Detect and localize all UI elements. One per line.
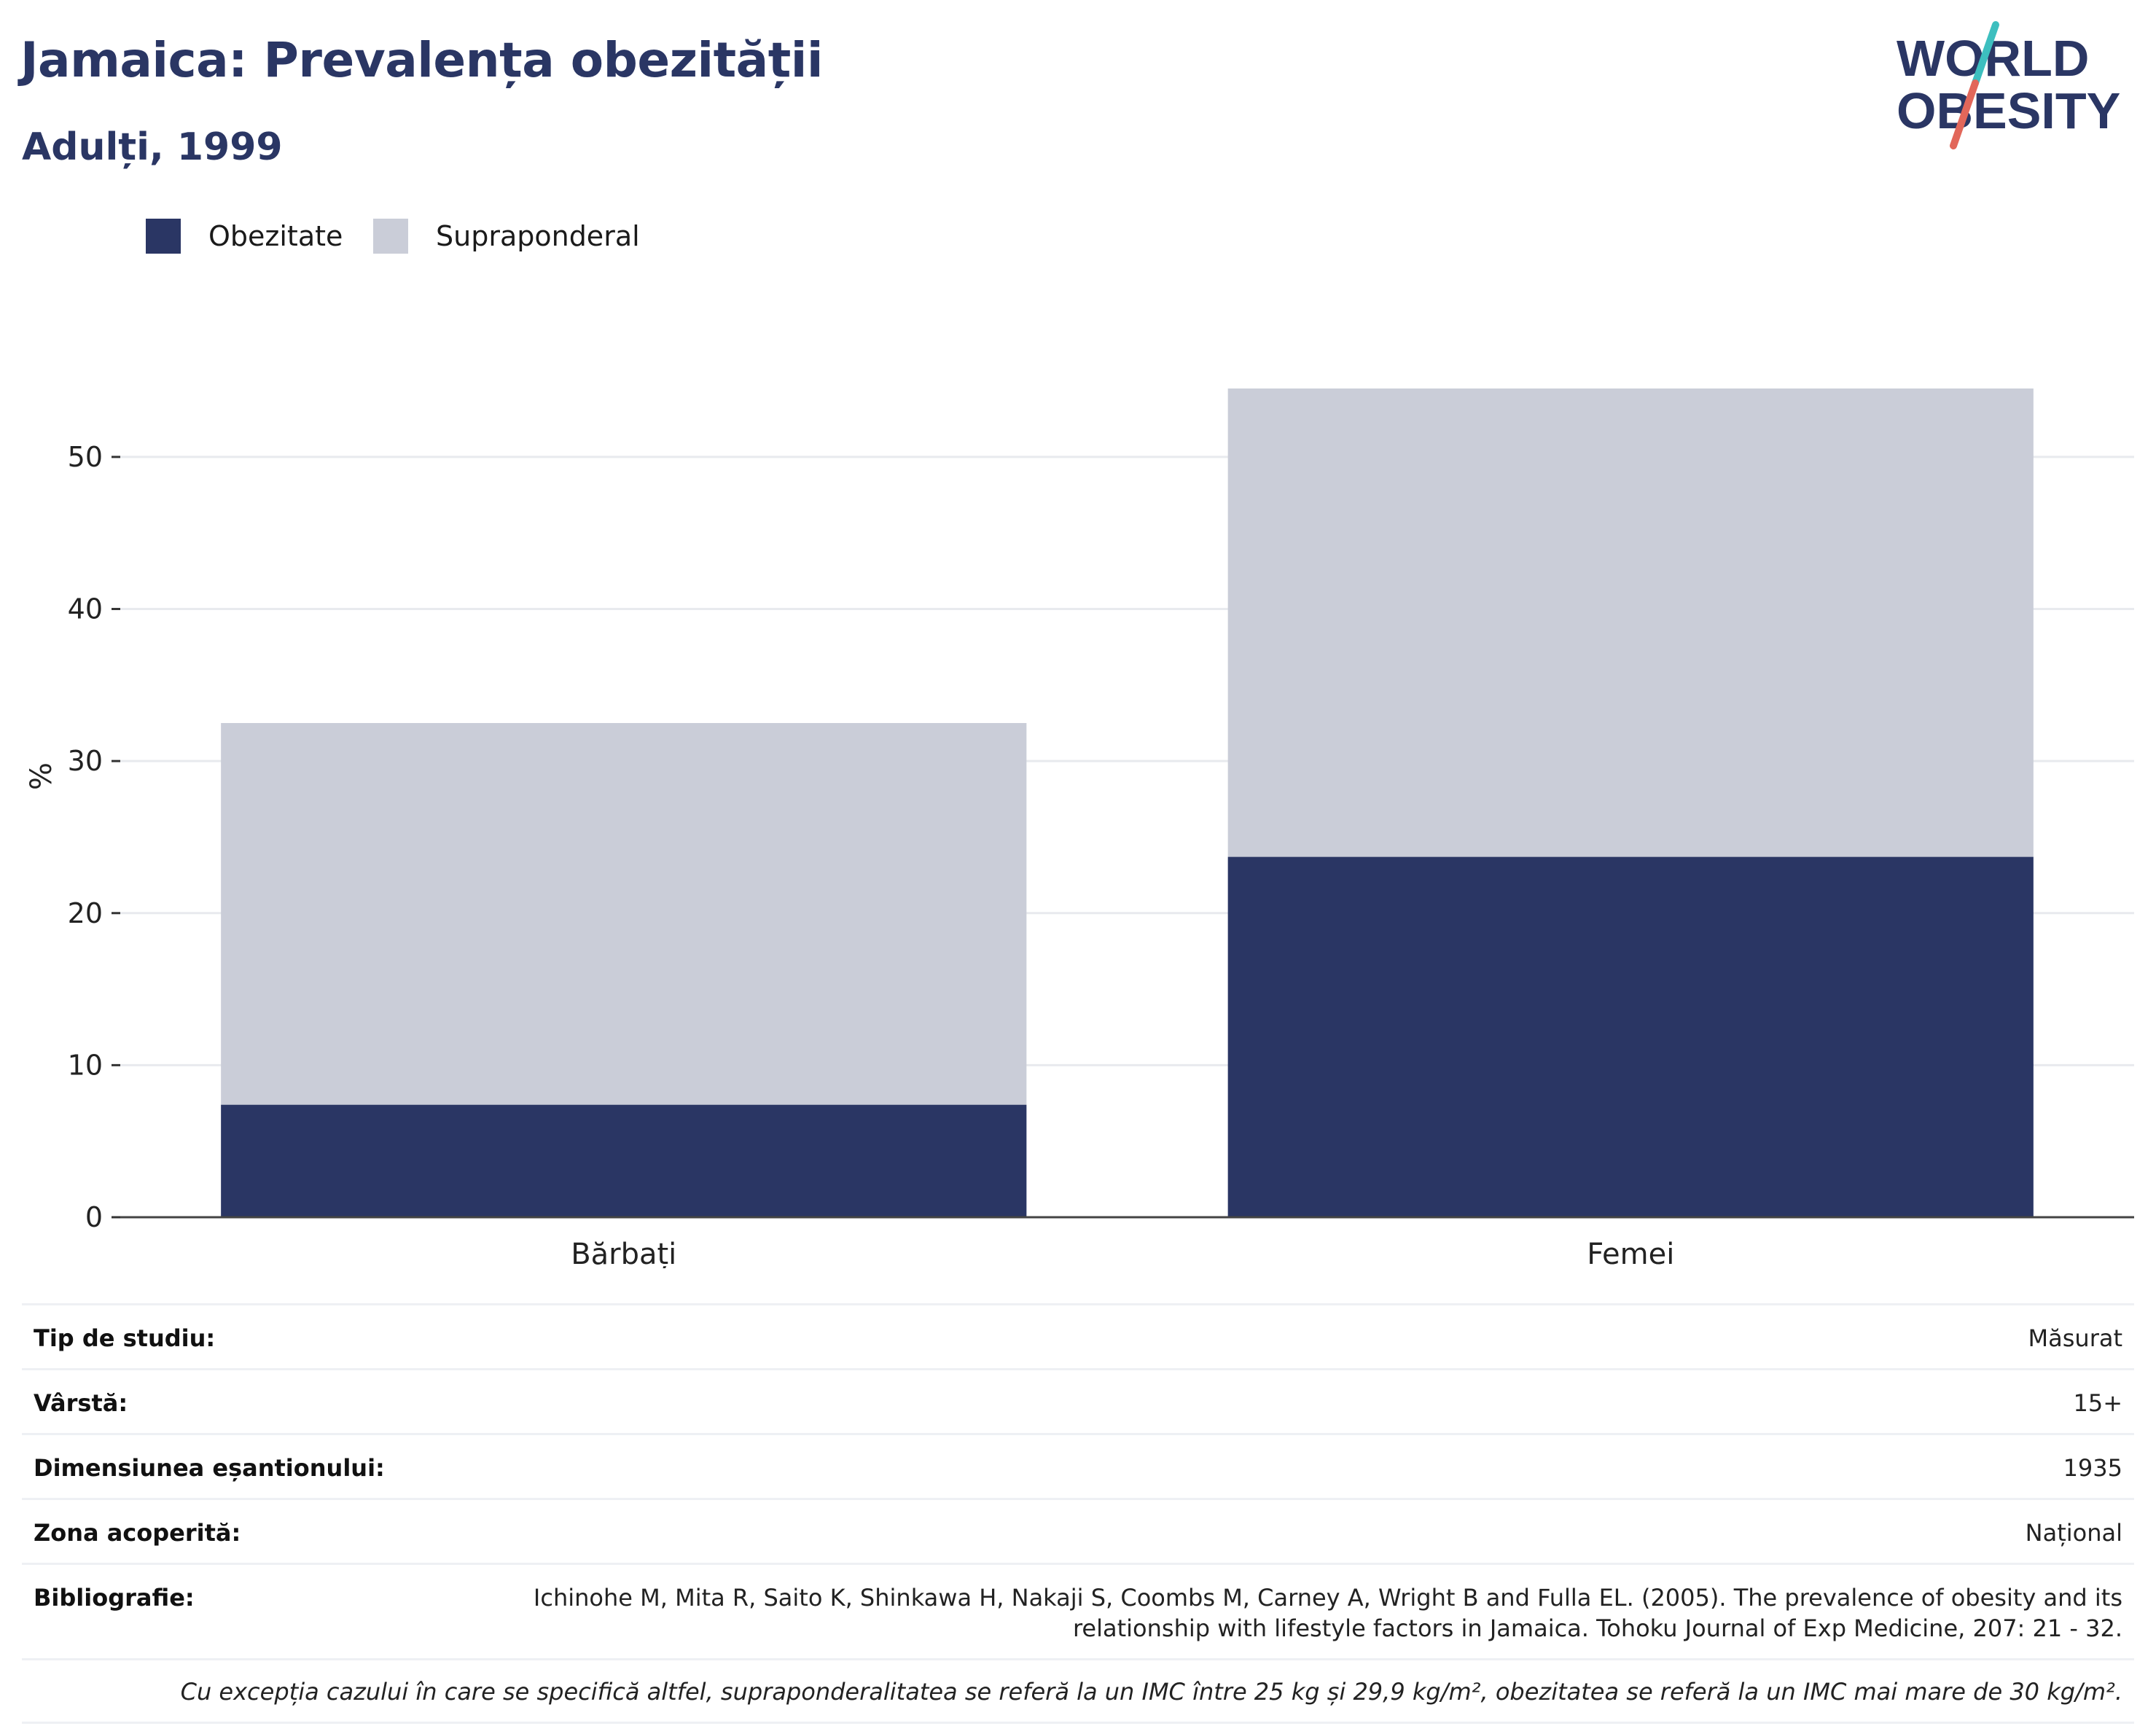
info-label: Zona acoperită: <box>34 1519 241 1547</box>
legend-label: Obezitate <box>208 220 343 252</box>
logo-slash-top <box>1972 21 1999 87</box>
y-tick-label: 10 <box>68 1049 103 1081</box>
logo-slash-bottom <box>1950 79 1979 149</box>
legend-swatch-obezitate <box>146 219 181 254</box>
info-row-sample-size: Dimensiunea eșantionului: 1935 <box>22 1433 2134 1498</box>
footnote: Cu excepția cazului în care se specifică… <box>22 1658 2134 1724</box>
y-tick-label: 40 <box>68 593 103 625</box>
bar-supraponderal-1 <box>1227 388 2034 857</box>
legend-item-obezitate[interactable]: Obezitate <box>146 216 343 257</box>
legend-item-supraponderal[interactable]: Supraponderal <box>373 216 640 257</box>
x-tick-label: Femei <box>1587 1238 1674 1268</box>
x-tick-label: Bărbați <box>571 1238 676 1268</box>
bar-obezitate-0 <box>221 1104 1027 1217</box>
y-tick-label: 0 <box>85 1201 103 1233</box>
legend-label: Supraponderal <box>436 220 640 252</box>
info-label: Tip de studiu: <box>34 1324 216 1352</box>
info-value: 1935 <box>2063 1454 2122 1482</box>
stacked-bar-chart: 0 10 20 30 40 50% Bărbați Femei <box>25 388 2134 1268</box>
legend-swatch-supraponderal <box>373 219 408 254</box>
chart-subtitle: Adulți, 1999 <box>22 125 283 169</box>
bar-supraponderal-0 <box>221 722 1027 1105</box>
info-value: Național <box>2025 1519 2122 1547</box>
info-value: Măsurat <box>2028 1324 2122 1352</box>
info-row-coverage: Zona acoperită: Național <box>22 1498 2134 1563</box>
info-label: Bibliografie: <box>34 1584 195 1612</box>
info-label: Dimensiunea eșantionului: <box>34 1454 385 1482</box>
info-row-study-type: Tip de studiu: Măsurat <box>22 1303 2134 1368</box>
y-axis-label: % <box>25 762 58 790</box>
info-row-bibliography: Bibliografie: Ichinohe M, Mita R, Saito … <box>22 1563 2134 1658</box>
chart-title: Jamaica: Prevalența obezității <box>20 32 824 88</box>
info-row-age: Vârstă: 15+ <box>22 1368 2134 1433</box>
logo-text-obesity: OBESITY <box>1897 82 2120 139</box>
info-value-bibliography: Ichinohe M, Mita R, Saito K, Shinkawa H,… <box>533 1584 2122 1642</box>
study-info-table: Tip de studiu: Măsurat Vârstă: 15+ Dimen… <box>22 1303 2134 1724</box>
bar-obezitate-1 <box>1227 856 2034 1217</box>
y-tick-label: 30 <box>68 745 103 777</box>
info-value: 15+ <box>2073 1389 2122 1417</box>
y-tick-label: 50 <box>68 441 103 473</box>
info-label: Vârstă: <box>34 1389 128 1417</box>
y-tick-label: 20 <box>68 897 103 929</box>
world-obesity-logo: WORLD OBESITY <box>1897 21 2120 149</box>
